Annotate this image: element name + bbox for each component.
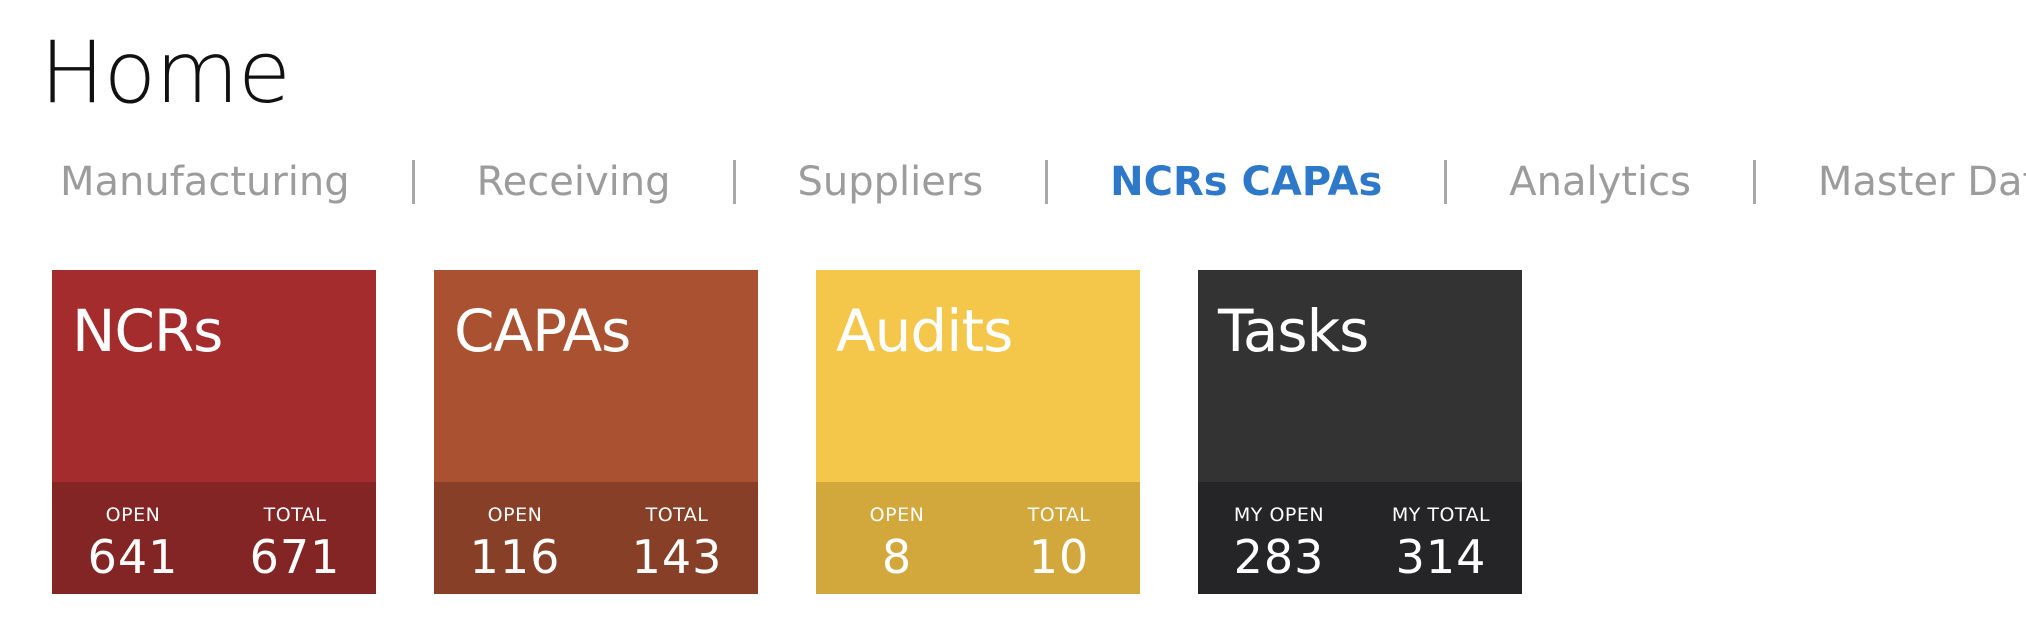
stat-value: 283 xyxy=(1233,530,1325,584)
stat-label: MY TOTAL xyxy=(1391,504,1491,526)
tile-title: NCRs xyxy=(72,297,223,365)
category-nav: Manufacturing Receiving Suppliers NCRs C… xyxy=(60,154,2026,210)
nav-item-manufacturing[interactable]: Manufacturing xyxy=(60,159,350,205)
stat-my-open: MY OPEN 283 xyxy=(1198,482,1360,594)
tile-title: CAPAs xyxy=(454,297,631,365)
nav-item-master-data[interactable]: Master Data xyxy=(1817,159,2026,205)
stat-total: TOTAL 143 xyxy=(596,482,758,594)
stat-label: TOTAL xyxy=(645,504,709,526)
tile-capas[interactable]: CAPAs OPEN 116 TOTAL 143 xyxy=(434,270,758,594)
nav-separator xyxy=(1444,160,1448,204)
stat-value: 671 xyxy=(249,530,341,584)
stat-total: TOTAL 10 xyxy=(978,482,1140,594)
stat-open: OPEN 116 xyxy=(434,482,596,594)
page-title: Home xyxy=(40,23,291,123)
tile-ncrs[interactable]: NCRs OPEN 641 TOTAL 671 xyxy=(52,270,376,594)
tile-footer: OPEN 8 TOTAL 10 xyxy=(816,482,1140,594)
tile-footer: MY OPEN 283 MY TOTAL 314 xyxy=(1198,482,1522,594)
nav-separator xyxy=(1045,160,1049,204)
tile-footer: OPEN 641 TOTAL 671 xyxy=(52,482,376,594)
tile-title: Audits xyxy=(836,297,1013,365)
nav-separator xyxy=(732,160,736,204)
stat-open: OPEN 8 xyxy=(816,482,978,594)
stat-label: OPEN xyxy=(869,504,925,526)
stat-value: 143 xyxy=(631,530,723,584)
stat-value: 8 xyxy=(881,530,913,584)
stat-value: 314 xyxy=(1395,530,1487,584)
stat-value: 116 xyxy=(469,530,561,584)
stat-label: MY OPEN xyxy=(1233,504,1325,526)
nav-item-suppliers[interactable]: Suppliers xyxy=(797,159,984,205)
stat-label: OPEN xyxy=(487,504,543,526)
dashboard-tiles: NCRs OPEN 641 TOTAL 671 CAPAs OPEN 116 T… xyxy=(52,270,1580,594)
tile-title: Tasks xyxy=(1218,297,1369,365)
tile-audits[interactable]: Audits OPEN 8 TOTAL 10 xyxy=(816,270,1140,594)
stat-value: 10 xyxy=(1028,530,1090,584)
stat-open: OPEN 641 xyxy=(52,482,214,594)
tile-tasks[interactable]: Tasks MY OPEN 283 MY TOTAL 314 xyxy=(1198,270,1522,594)
stat-label: TOTAL xyxy=(263,504,327,526)
nav-separator xyxy=(1752,160,1756,204)
stat-my-total: MY TOTAL 314 xyxy=(1360,482,1522,594)
stat-value: 641 xyxy=(87,530,179,584)
nav-item-receiving[interactable]: Receiving xyxy=(476,159,671,205)
stat-label: OPEN xyxy=(105,504,161,526)
nav-separator xyxy=(411,160,415,204)
stat-total: TOTAL 671 xyxy=(214,482,376,594)
nav-item-ncrs-capas[interactable]: NCRs CAPAs xyxy=(1110,159,1383,205)
nav-item-analytics[interactable]: Analytics xyxy=(1509,159,1691,205)
tile-footer: OPEN 116 TOTAL 143 xyxy=(434,482,758,594)
stat-label: TOTAL xyxy=(1027,504,1091,526)
